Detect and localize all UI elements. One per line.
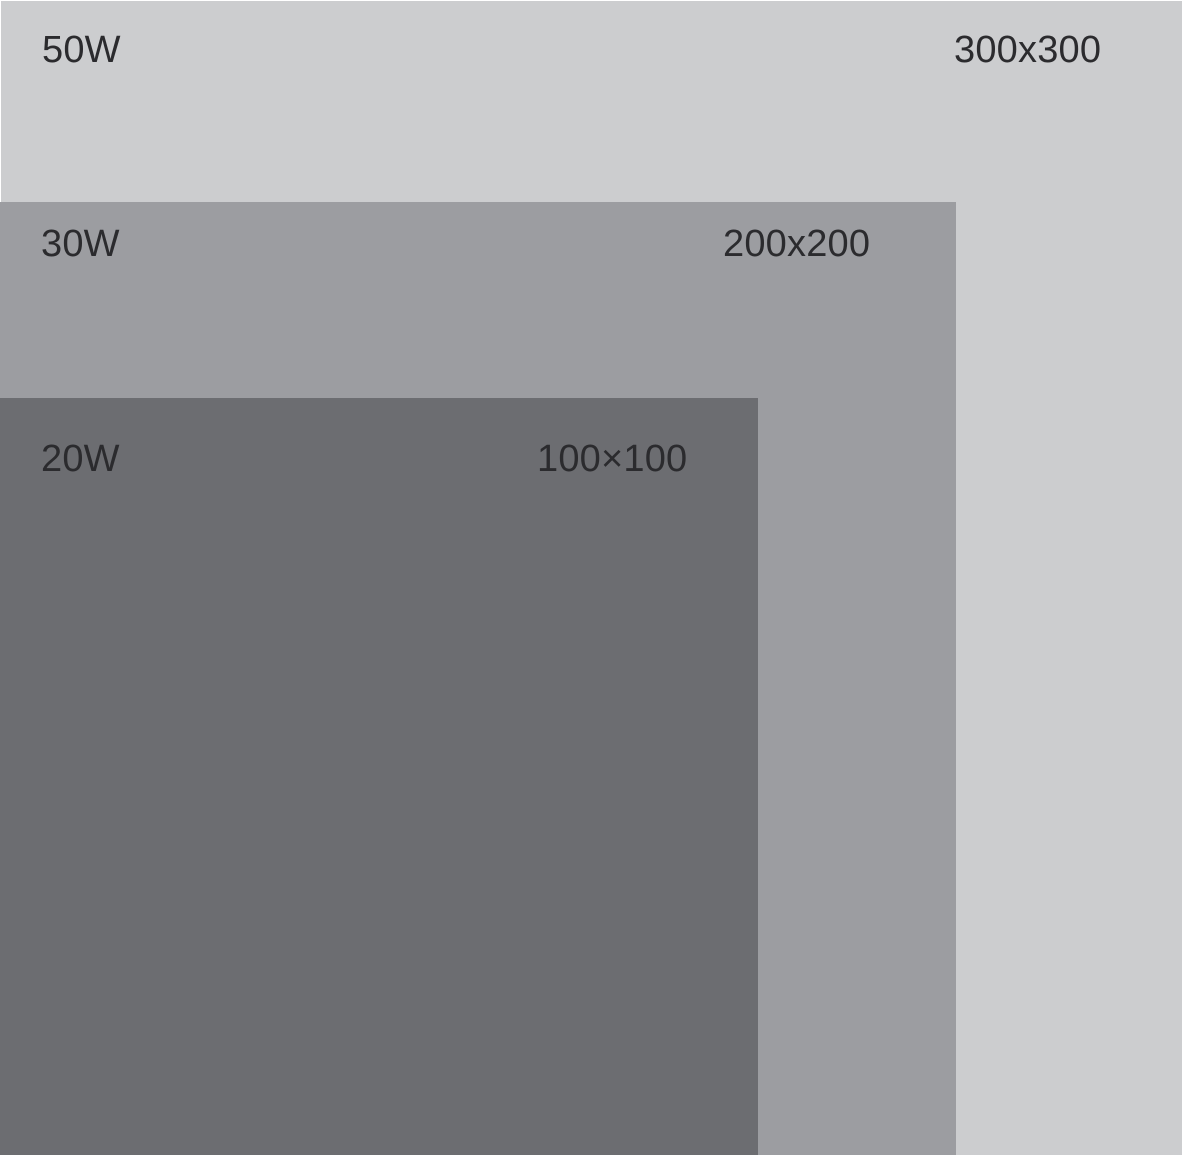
tier-power-label: 20W: [41, 438, 120, 480]
tier-box-20w: 20W 100×100: [0, 398, 758, 1155]
tier-size-label: 300x300: [954, 29, 1102, 71]
tier-size-label: 200x200: [723, 223, 871, 265]
tier-power-label: 30W: [41, 223, 120, 265]
tier-power-label: 50W: [42, 29, 121, 71]
tier-size-label: 100×100: [537, 438, 688, 480]
